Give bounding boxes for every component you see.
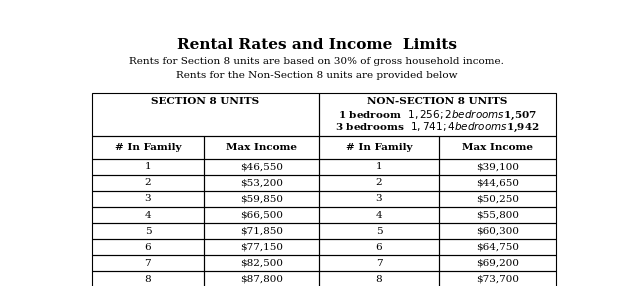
Text: NON-SECTION 8 UNITS: NON-SECTION 8 UNITS [368, 97, 508, 106]
Text: 7: 7 [145, 259, 151, 268]
Bar [319, 93, 556, 136]
Bar [91, 136, 204, 159]
Text: $53,200: $53,200 [240, 178, 283, 187]
Bar [204, 239, 319, 255]
Bar [319, 136, 439, 159]
Text: 3: 3 [145, 194, 151, 203]
Text: $82,500: $82,500 [240, 259, 283, 268]
Text: Rental Rates and Income  Limits: Rental Rates and Income Limits [177, 38, 457, 52]
Bar [204, 207, 319, 223]
Text: $59,850: $59,850 [240, 194, 283, 203]
Text: Rents for Section 8 units are based on 30% of gross household income.: Rents for Section 8 units are based on 3… [129, 57, 504, 66]
Text: $60,300: $60,300 [476, 227, 519, 236]
Text: $39,100: $39,100 [476, 162, 519, 171]
Text: $64,750: $64,750 [476, 243, 519, 252]
Bar [204, 255, 319, 271]
Text: $50,250: $50,250 [476, 194, 519, 203]
Bar [204, 159, 319, 175]
Text: 6: 6 [376, 243, 383, 252]
Bar [319, 159, 439, 175]
Bar [91, 239, 204, 255]
Bar [91, 255, 204, 271]
Text: 1: 1 [376, 162, 383, 171]
Bar [439, 136, 556, 159]
Bar [439, 207, 556, 223]
Text: Max Income: Max Income [226, 143, 297, 152]
Text: Rents for the Non-Section 8 units are provided below: Rents for the Non-Section 8 units are pr… [176, 71, 457, 80]
Bar [439, 175, 556, 191]
Text: $73,700: $73,700 [476, 275, 519, 284]
Bar [204, 175, 319, 191]
Text: 4: 4 [376, 210, 383, 220]
Text: 6: 6 [145, 243, 151, 252]
Bar [439, 191, 556, 207]
Text: 4: 4 [145, 210, 151, 220]
Text: 5: 5 [145, 227, 151, 236]
Bar [319, 207, 439, 223]
Text: 2: 2 [145, 178, 151, 187]
Bar [91, 159, 204, 175]
Text: # In Family: # In Family [115, 143, 181, 152]
Text: # In Family: # In Family [345, 143, 412, 152]
Text: 8: 8 [376, 275, 383, 284]
Text: 5: 5 [376, 227, 383, 236]
Text: $46,550: $46,550 [240, 162, 283, 171]
Bar [91, 175, 204, 191]
Text: $55,800: $55,800 [476, 210, 519, 220]
Text: SECTION 8 UNITS: SECTION 8 UNITS [151, 97, 260, 106]
Bar [319, 175, 439, 191]
Text: $77,150: $77,150 [240, 243, 283, 252]
Text: 1 bedroom  $1,256;   2 bedrooms  $1,507: 1 bedroom $1,256; 2 bedrooms $1,507 [338, 109, 537, 122]
Bar [204, 271, 319, 286]
Text: $66,500: $66,500 [240, 210, 283, 220]
Text: 2: 2 [376, 178, 383, 187]
Bar [439, 223, 556, 239]
Text: $69,200: $69,200 [476, 259, 519, 268]
Bar [319, 255, 439, 271]
Bar [439, 159, 556, 175]
Text: $71,850: $71,850 [240, 227, 283, 236]
Bar [204, 223, 319, 239]
Text: Max Income: Max Income [462, 143, 533, 152]
Text: $44,650: $44,650 [476, 178, 519, 187]
Bar [204, 191, 319, 207]
Bar [91, 271, 204, 286]
Text: 8: 8 [145, 275, 151, 284]
Bar [319, 271, 439, 286]
Bar [91, 207, 204, 223]
Text: 1: 1 [145, 162, 151, 171]
Bar [439, 271, 556, 286]
Text: 3: 3 [376, 194, 383, 203]
Bar [319, 191, 439, 207]
Bar [91, 191, 204, 207]
Bar [91, 223, 204, 239]
Text: 3 bedrooms  $1,741;  4 bedrooms  $1,942: 3 bedrooms $1,741; 4 bedrooms $1,942 [336, 121, 540, 134]
Bar [91, 93, 319, 136]
Bar [204, 136, 319, 159]
Bar [319, 223, 439, 239]
Bar [319, 239, 439, 255]
Bar [439, 239, 556, 255]
Text: 7: 7 [376, 259, 383, 268]
Bar [439, 255, 556, 271]
Text: $87,800: $87,800 [240, 275, 283, 284]
